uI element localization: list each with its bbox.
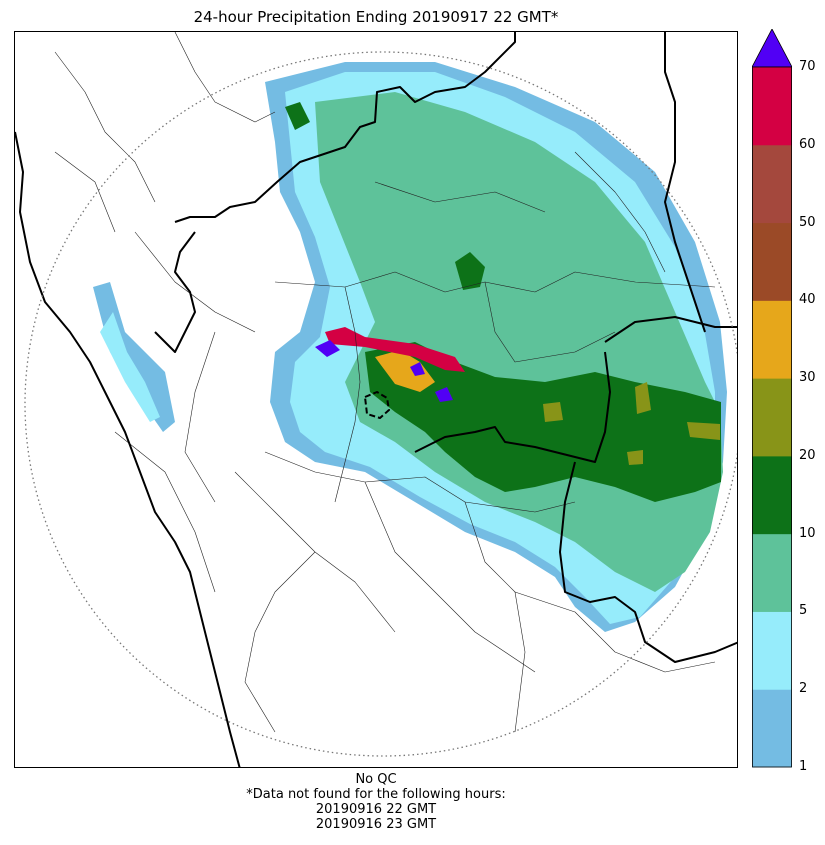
colorbar-bin-30-40 (752, 300, 792, 379)
state-borders (15, 32, 737, 767)
east-state-border-lower (604, 316, 737, 343)
lake-outline (364, 391, 390, 419)
colorbar-bin-40-50 (752, 222, 792, 301)
colorbar-tick-label: 50 (799, 214, 816, 230)
colorbar-tick-label: 60 (799, 136, 816, 152)
precip-spot-20-30-b (687, 422, 720, 440)
colorbar-tick-label: 30 (799, 370, 816, 386)
colorbar-extend-max (752, 29, 792, 68)
colorbar-bin-20-30 (752, 378, 792, 457)
map-canvas (15, 32, 737, 767)
precip-spot-20-30-d (627, 450, 643, 465)
se-state-border (559, 461, 737, 663)
colorbar-bin-1-2 (752, 689, 792, 768)
colorbar (752, 29, 792, 768)
colorbar-tick-label: 20 (799, 447, 816, 463)
precip-patch-west-1 (93, 282, 175, 432)
colorbar-tick-label: 10 (799, 525, 816, 541)
precip-spot-north (455, 252, 485, 290)
precip-cluster-over-70 (315, 340, 453, 402)
precip-spot-20-30-c (543, 402, 563, 422)
radar-map[interactable] (14, 31, 738, 768)
colorbar-tick-label: 1 (799, 759, 808, 774)
footer-notes: No QC *Data not found for the following … (14, 772, 738, 832)
east-state-border-upper (664, 32, 706, 333)
colorbar-tick-label: 2 (799, 681, 808, 697)
colorbar-bin-2-5 (752, 611, 792, 690)
missing-hour-1: 20190916 22 GMT (315, 802, 437, 817)
colorbar-tick-labels: 1 2 5 10 20 30 40 50 60 70 (797, 0, 825, 845)
north-state-border (174, 32, 516, 223)
colorbar-bin-10-20 (752, 455, 792, 535)
missing-data-note: *Data not found for the following hours: (246, 787, 506, 802)
colorbar-bin-50-60 (752, 144, 792, 224)
colorbar-bin-5-10 (752, 533, 792, 612)
precip-patch-west-2 (100, 312, 160, 422)
colorbar-tick-label: 70 (799, 59, 816, 74)
colorbar-tick-label: 40 (799, 292, 816, 308)
missing-hour-2: 20190916 23 GMT (315, 817, 437, 832)
precip-cluster-60-70 (325, 327, 465, 372)
ne-border (154, 231, 196, 353)
qc-note: No QC (355, 772, 397, 787)
colorbar-outline (752, 66, 792, 768)
district-borders (54, 32, 716, 733)
colorbar-bin-60-70 (752, 67, 792, 146)
south-state-border (414, 351, 611, 463)
map-title: 24-hour Precipitation Ending 20190917 22… (193, 8, 559, 26)
west-coastline (15, 131, 241, 767)
precip-spot-ne (285, 102, 310, 130)
colorbar-tick-label: 5 (799, 603, 808, 619)
precip-spot-20-30-a (635, 382, 651, 414)
precip-cluster-30-40 (375, 350, 435, 392)
